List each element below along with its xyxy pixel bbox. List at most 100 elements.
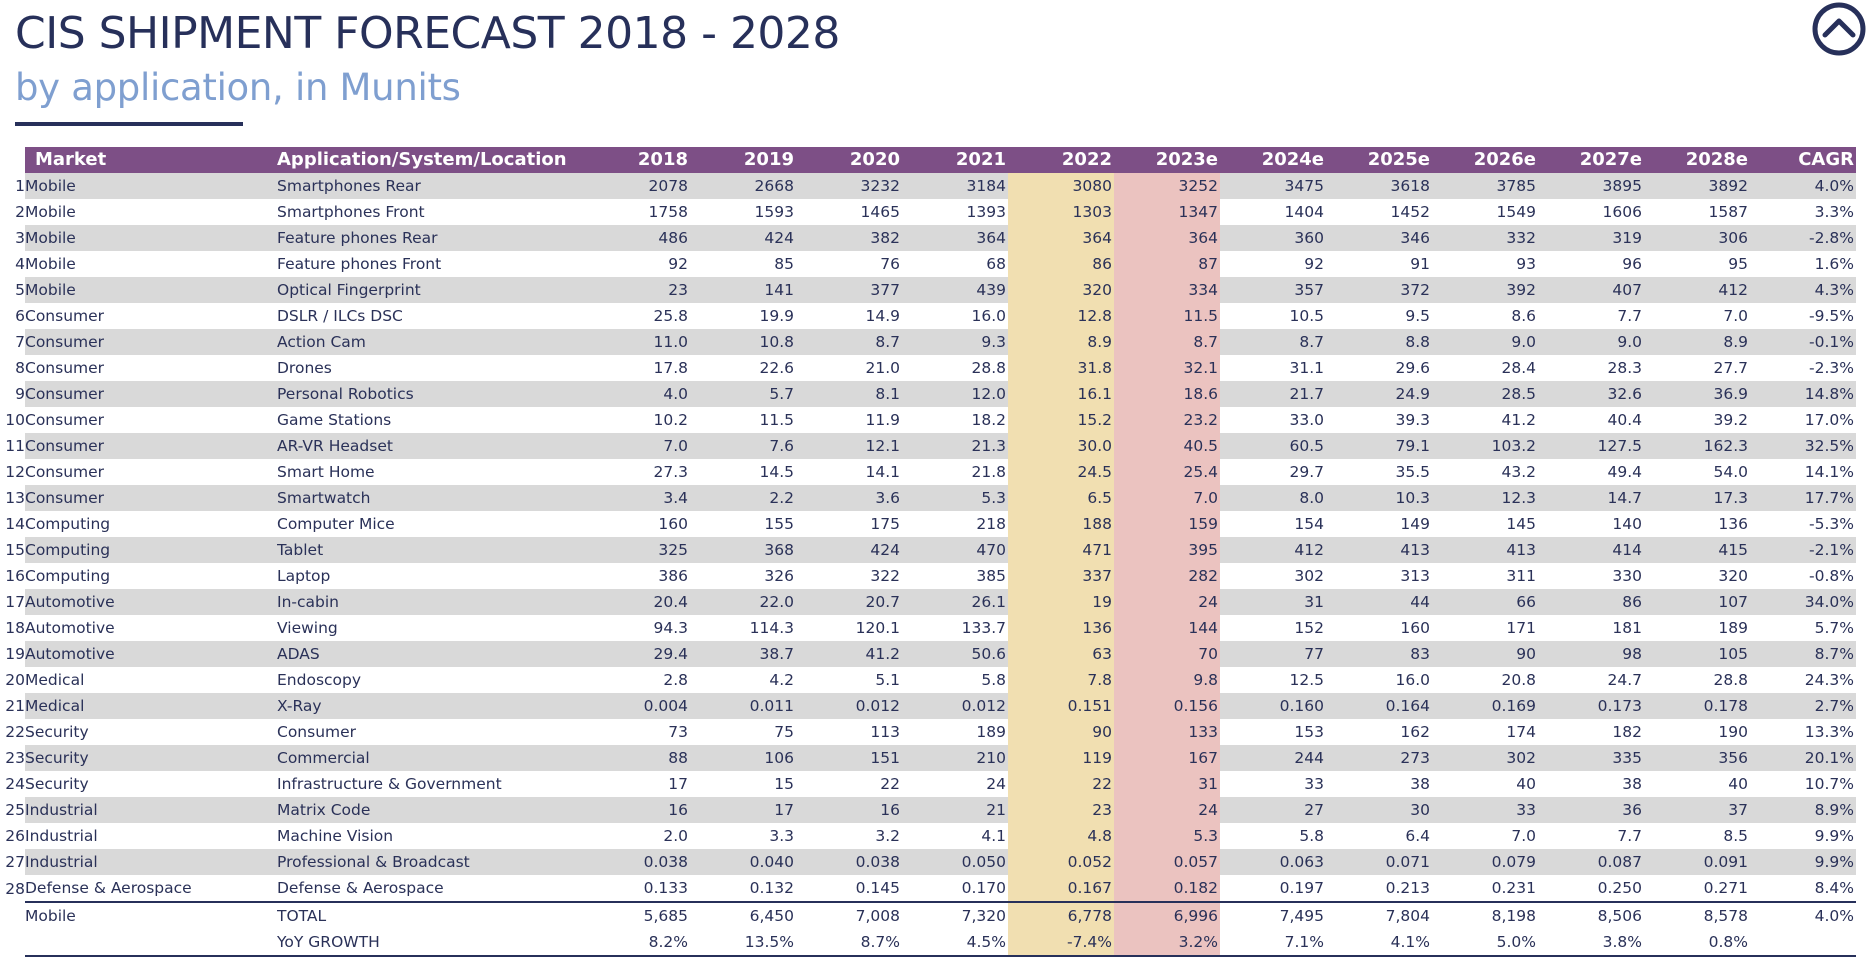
value-cell-2025e: 313 — [1400, 567, 1430, 585]
market-cell: Consumer — [25, 329, 277, 355]
value-cell-2024e: 1404 — [1284, 203, 1324, 221]
value-cell-2023e: 167 — [1114, 745, 1220, 771]
value-cell-2025e: 9.5 — [1405, 307, 1430, 325]
page-subtitle: by application, in Munits — [15, 66, 461, 109]
row-number: 18 — [5, 619, 25, 637]
application-cell: Professional & Broadcast — [277, 849, 584, 875]
value-cell-2026e: 332 — [1432, 225, 1538, 251]
value-cell-cagr: 4.0% — [1750, 901, 1856, 929]
value-cell-cagr: 20.1% — [1750, 745, 1856, 771]
value-cell-2022: 86 — [1008, 251, 1114, 277]
value-cell-2023e: 40.5 — [1114, 433, 1220, 459]
row-number: 17 — [5, 593, 25, 611]
value-cell-2026e: 413 — [1432, 537, 1538, 563]
value-cell-2028e: 36.9 — [1644, 381, 1750, 407]
value-cell-2023e: 334 — [1114, 277, 1220, 303]
row-number: 16 — [5, 567, 25, 585]
value-cell-2026e: 40 — [1516, 775, 1536, 793]
value-cell-2023e: 282 — [1114, 563, 1220, 589]
value-cell-2019: 424 — [690, 225, 796, 251]
value-cell-cagr: 14.1% — [1804, 463, 1854, 481]
table-row: 8 Consumer Drones 17.8 22.6 21.0 28.8 31.8 32.1 3… — [0, 355, 1856, 381]
application-cell: TOTAL — [277, 901, 584, 929]
col-header-2025e: 2025e — [1326, 147, 1432, 173]
value-cell-2022: 136 — [1008, 615, 1114, 641]
value-cell-2023e: 0.182 — [1114, 875, 1220, 902]
table-row: 9 Consumer Personal Robotics 4.0 5.7 8.1 12.0 1… — [0, 381, 1856, 407]
table-row: 2 Mobile Smartphones Front 1758 1593 1465 1393… — [0, 199, 1856, 225]
value-cell-2021: 24 — [986, 775, 1006, 793]
value-cell-2019: 6,450 — [690, 901, 796, 929]
value-cell-2026e: 8,198 — [1432, 901, 1538, 929]
value-cell-cagr: 9.9% — [1750, 849, 1856, 875]
value-cell-2028e: 0.8% — [1644, 929, 1750, 957]
value-cell-2025e: 7,804 — [1326, 901, 1432, 929]
value-cell-2025e: 83 — [1326, 641, 1432, 667]
value-cell-2025e: 35.5 — [1395, 463, 1430, 481]
value-cell-2027e: 8,506 — [1538, 901, 1644, 929]
value-cell-2020: 22 — [880, 775, 900, 793]
table-row: 24 Security Infrastructure & Government 17 1… — [0, 771, 1856, 797]
row-number — [0, 902, 25, 929]
value-cell-2024e: 27 — [1220, 797, 1326, 823]
value-cell-2025e: 162 — [1400, 723, 1430, 741]
market-cell: Medical — [25, 693, 277, 719]
value-cell-2022: 7.8 — [1008, 667, 1114, 693]
chevron-up-circle-icon[interactable] — [1812, 2, 1866, 56]
value-cell-2019: 7.6 — [690, 433, 796, 459]
value-cell-2018: 92 — [668, 255, 688, 273]
value-cell-2021: 21 — [902, 797, 1008, 823]
value-cell-2028e: 0.178 — [1644, 693, 1750, 719]
value-cell-2027e: 28.3 — [1607, 359, 1642, 377]
value-cell-2020: 0.145 — [855, 879, 900, 897]
application-cell: Smartphones Rear — [277, 173, 584, 199]
value-cell-cagr: -2.8% — [1750, 225, 1856, 251]
col-header-market: Market — [25, 147, 277, 173]
value-cell-2018: 5,685 — [584, 901, 690, 929]
value-cell-cagr: -9.5% — [1809, 307, 1854, 325]
value-cell-2021: 189 — [976, 723, 1006, 741]
value-cell-2026e: 20.8 — [1501, 671, 1536, 689]
value-cell-2026e: 0.231 — [1491, 879, 1536, 897]
value-cell-2028e: 190 — [1718, 723, 1748, 741]
value-cell-2021: 1393 — [966, 203, 1006, 221]
value-cell-cagr: 8.9% — [1750, 797, 1856, 823]
value-cell-2018: 2.0 — [663, 827, 688, 845]
value-cell-2018: 25.8 — [653, 307, 688, 325]
value-cell-2023e: 18.6 — [1114, 381, 1220, 407]
value-cell-2022: 16.1 — [1008, 381, 1114, 407]
value-cell-2028e: 356 — [1644, 745, 1750, 771]
value-cell-2022: 6.5 — [1008, 485, 1114, 511]
value-cell-2019: 14.5 — [759, 463, 794, 481]
table-row: 1 Mobile Smartphones Rear 2078 2668 3232 3184 3… — [0, 173, 1856, 199]
value-cell-2019: 13.5% — [690, 929, 796, 957]
value-cell-2023e: 395 — [1114, 537, 1220, 563]
value-cell-cagr: 9.9% — [1814, 827, 1854, 845]
value-cell-2028e: 8.5 — [1723, 827, 1748, 845]
col-header-application: Application/System/Location — [277, 147, 584, 173]
value-cell-2023e: 0.057 — [1114, 849, 1220, 875]
value-cell-2023e: 3.2% — [1114, 929, 1220, 957]
market-cell: Consumer — [25, 381, 277, 407]
value-cell-2018: 17 — [668, 775, 688, 793]
value-cell-2022: 364 — [1008, 225, 1114, 251]
col-header-2021: 2021 — [902, 147, 1008, 173]
row-number: 25 — [5, 801, 25, 819]
market-cell: Mobile — [25, 173, 277, 199]
market-cell: Industrial — [25, 849, 277, 875]
row-number: 4 — [15, 255, 25, 273]
value-cell-2022: 6,778 — [1008, 901, 1114, 929]
value-cell-2020: 120.1 — [855, 619, 900, 637]
value-cell-2025e: 24.9 — [1326, 381, 1432, 407]
value-cell-2027e: 38 — [1622, 775, 1642, 793]
table-row: 20 Medical Endoscopy 2.8 4.2 5.1 5.8 7.8 9.8 12.5… — [0, 667, 1856, 693]
value-cell-2027e: 335 — [1538, 745, 1644, 771]
value-cell-2024e: 77 — [1220, 641, 1326, 667]
value-cell-cagr: 3.3% — [1814, 203, 1854, 221]
row-number: 7 — [15, 333, 25, 351]
table-row: 4 Mobile Feature phones Front 92 85 76 68 86 87 9… — [0, 251, 1856, 277]
value-cell-2019: 0.040 — [690, 849, 796, 875]
value-cell-2027e: 40.4 — [1607, 411, 1642, 429]
value-cell-2027e: 7.7 — [1617, 827, 1642, 845]
value-cell-2020: 5.1 — [875, 671, 900, 689]
